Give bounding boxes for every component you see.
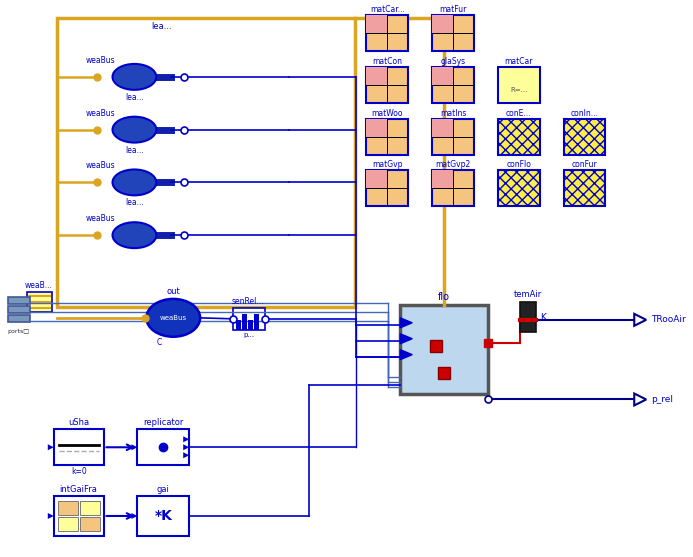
Text: p_rel: p_rel: [651, 395, 673, 404]
Bar: [242, 314, 247, 330]
FancyBboxPatch shape: [367, 170, 408, 206]
FancyBboxPatch shape: [432, 119, 474, 154]
FancyBboxPatch shape: [401, 305, 488, 394]
Polygon shape: [48, 513, 54, 519]
Bar: [58, 501, 78, 515]
FancyBboxPatch shape: [54, 496, 103, 536]
Text: matGvp2: matGvp2: [435, 160, 471, 169]
Bar: [432, 67, 453, 85]
Text: lea...: lea...: [151, 22, 172, 31]
Bar: [58, 517, 78, 531]
Text: weaBus: weaBus: [86, 162, 115, 170]
FancyBboxPatch shape: [432, 67, 474, 102]
Bar: [520, 302, 536, 332]
Text: lea...: lea...: [125, 198, 143, 207]
Text: conE...: conE...: [506, 109, 532, 118]
Text: lea...: lea...: [125, 145, 143, 155]
Polygon shape: [183, 452, 189, 458]
Bar: [432, 119, 453, 136]
Polygon shape: [132, 513, 137, 519]
Polygon shape: [183, 436, 189, 442]
Text: replicator: replicator: [143, 418, 184, 427]
FancyBboxPatch shape: [498, 119, 540, 154]
Polygon shape: [401, 334, 412, 344]
Text: matCon: matCon: [372, 57, 403, 66]
Ellipse shape: [112, 222, 157, 248]
Bar: [367, 67, 387, 85]
FancyBboxPatch shape: [432, 15, 474, 51]
Text: uSha: uSha: [68, 418, 89, 427]
Polygon shape: [401, 350, 412, 360]
Bar: [248, 320, 253, 330]
Ellipse shape: [112, 64, 157, 90]
Text: weaBus: weaBus: [86, 214, 115, 223]
Text: senRel...: senRel...: [231, 297, 264, 306]
Text: conFur: conFur: [572, 160, 597, 169]
FancyBboxPatch shape: [137, 429, 189, 465]
Text: conIn...: conIn...: [570, 109, 599, 118]
FancyBboxPatch shape: [367, 119, 408, 154]
FancyBboxPatch shape: [8, 297, 30, 304]
Ellipse shape: [112, 169, 157, 196]
Polygon shape: [401, 318, 412, 328]
Text: flo: flo: [438, 292, 450, 302]
Text: ports□: ports□: [8, 329, 30, 334]
Text: p...: p...: [243, 332, 254, 338]
Text: TRooAir: TRooAir: [651, 315, 686, 324]
Text: R=...: R=...: [510, 87, 527, 93]
Ellipse shape: [146, 299, 200, 337]
Text: weaBus: weaBus: [86, 109, 115, 118]
Text: conFlo: conFlo: [507, 160, 532, 169]
Bar: [430, 340, 442, 351]
FancyBboxPatch shape: [27, 292, 52, 312]
Bar: [367, 170, 387, 188]
Text: weaBus: weaBus: [86, 56, 115, 65]
Ellipse shape: [112, 117, 157, 143]
FancyBboxPatch shape: [233, 308, 265, 330]
Text: gai: gai: [157, 485, 170, 494]
Bar: [80, 517, 100, 531]
FancyBboxPatch shape: [498, 67, 540, 102]
FancyBboxPatch shape: [54, 429, 103, 465]
Text: k=0: k=0: [71, 467, 87, 476]
Text: matCar...: matCar...: [370, 5, 405, 14]
Text: K: K: [540, 314, 545, 323]
Text: weaBus: weaBus: [159, 315, 187, 321]
Text: *K: *K: [155, 509, 173, 523]
Text: lea...: lea...: [125, 93, 143, 102]
Text: matCar: matCar: [505, 57, 533, 66]
Text: intGaiFra: intGaiFra: [60, 485, 98, 494]
FancyBboxPatch shape: [8, 306, 30, 313]
FancyBboxPatch shape: [8, 315, 30, 322]
Bar: [367, 119, 387, 136]
FancyBboxPatch shape: [367, 67, 408, 102]
Text: C: C: [157, 338, 162, 347]
Text: matWoo: matWoo: [371, 109, 403, 118]
Bar: [80, 501, 100, 515]
Text: out: out: [166, 287, 180, 296]
Text: matFur: matFur: [439, 5, 466, 14]
Text: glaSys: glaSys: [441, 57, 466, 66]
FancyBboxPatch shape: [432, 170, 474, 206]
FancyBboxPatch shape: [498, 170, 540, 206]
Polygon shape: [183, 444, 189, 450]
FancyBboxPatch shape: [563, 170, 606, 206]
Bar: [367, 15, 387, 33]
Polygon shape: [132, 444, 137, 450]
Bar: [438, 367, 450, 379]
FancyBboxPatch shape: [137, 496, 189, 536]
Text: matIns: matIns: [440, 109, 466, 118]
Bar: [432, 170, 453, 188]
FancyBboxPatch shape: [367, 15, 408, 51]
Text: temAir: temAir: [514, 290, 542, 299]
Polygon shape: [634, 393, 646, 405]
Bar: [254, 314, 259, 330]
Text: matGvp: matGvp: [372, 160, 403, 169]
Bar: [236, 320, 241, 330]
Polygon shape: [48, 444, 54, 450]
Polygon shape: [634, 314, 646, 326]
Text: weaB...: weaB...: [25, 281, 53, 290]
Bar: [432, 15, 453, 33]
FancyBboxPatch shape: [563, 119, 606, 154]
